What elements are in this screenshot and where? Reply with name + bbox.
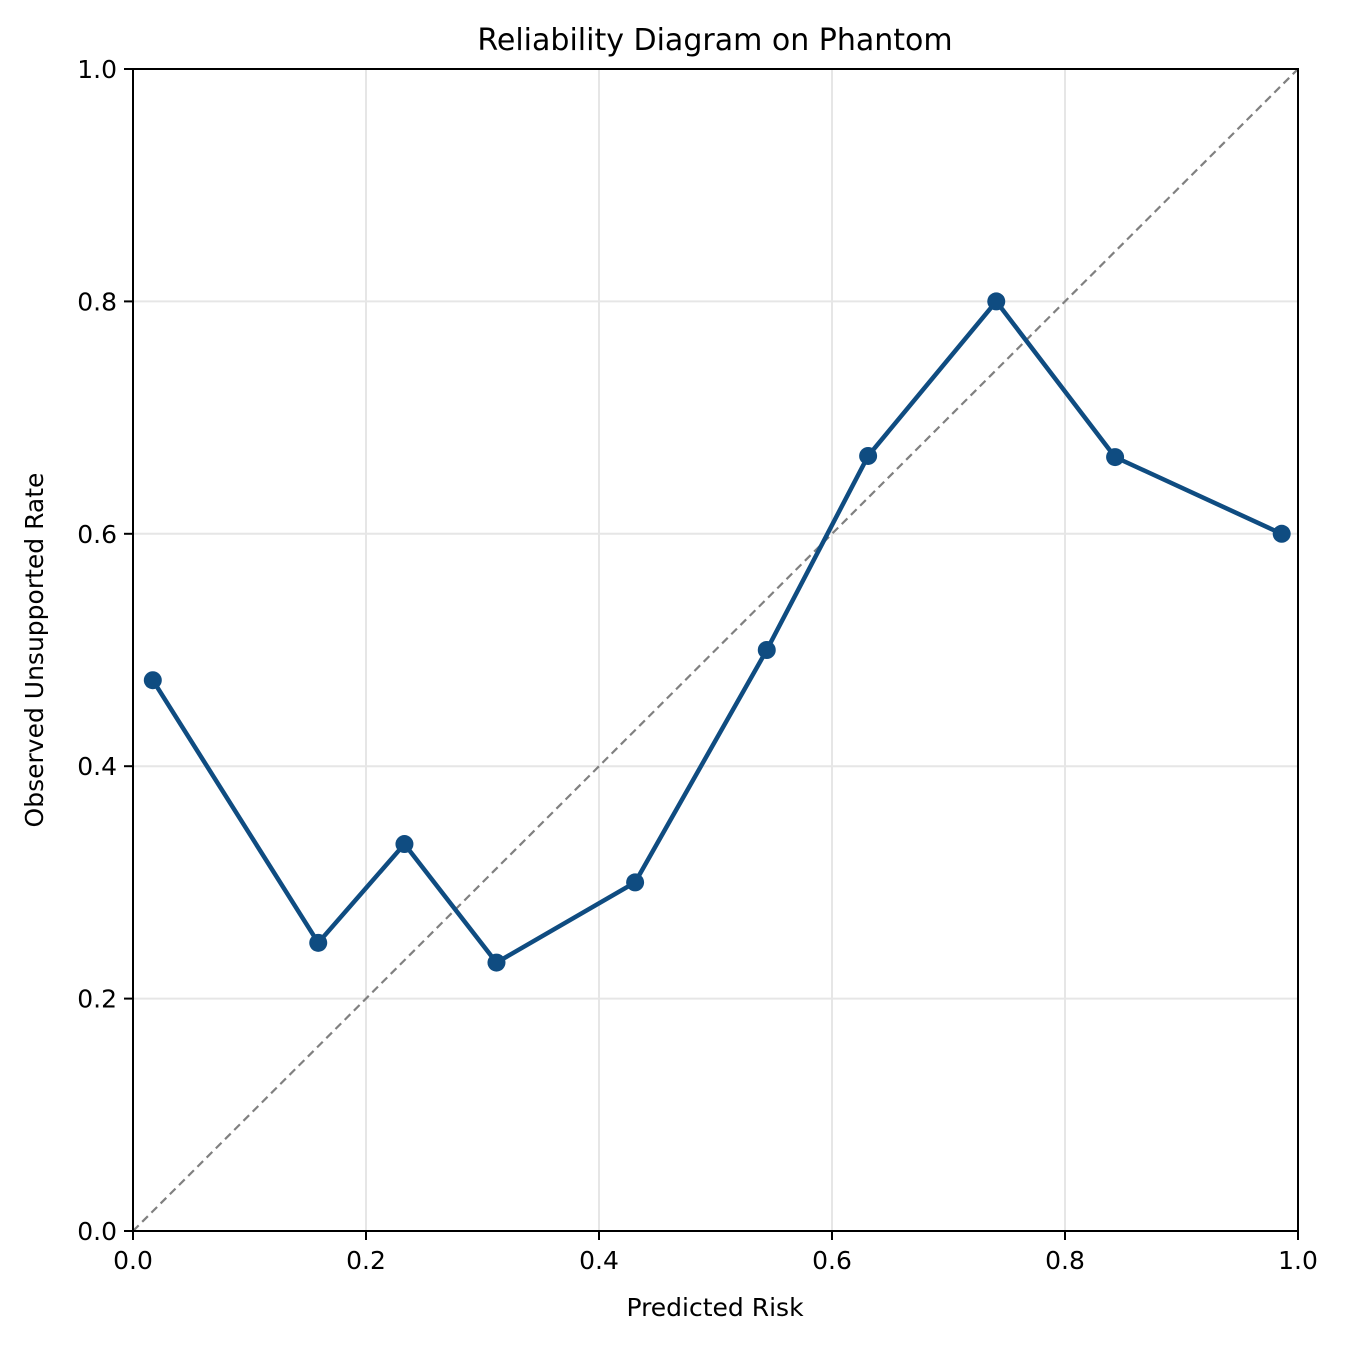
y-tick-label-3: 0.6 <box>77 520 117 549</box>
x-tick-label-3: 0.6 <box>812 1246 852 1275</box>
y-tick-label-2: 0.4 <box>77 752 117 781</box>
data-point-0 <box>143 671 162 690</box>
series-layer <box>143 292 1291 972</box>
y-tick-label-0: 0.0 <box>77 1217 117 1246</box>
x-tick-label-1: 0.2 <box>346 1246 386 1275</box>
data-point-2 <box>395 835 414 854</box>
x-tick-label-2: 0.4 <box>579 1246 619 1275</box>
y-tick-label-1: 0.2 <box>77 985 117 1014</box>
y-tick-label-4: 0.8 <box>77 287 117 316</box>
data-point-1 <box>309 933 328 952</box>
data-point-8 <box>1106 448 1125 467</box>
reference-diagonal <box>132 68 1299 1232</box>
x-axis-title: Predicted Risk <box>626 1293 804 1322</box>
data-point-9 <box>1272 524 1291 543</box>
x-tick-label-0: 0.0 <box>113 1246 153 1275</box>
series-line-0 <box>150 299 1283 965</box>
data-point-6 <box>859 446 878 465</box>
y-axis-title: Observed Unsupported Rate <box>20 473 49 828</box>
axis-ticks: 0.0 0.2 0.4 0.6 0.8 1.0 0.0 0.2 0.4 0.6 0.8 1.0 <box>77 55 1318 1275</box>
x-tick-label-5: 1.0 <box>1278 1246 1318 1275</box>
data-point-5 <box>757 641 776 659</box>
plot-frame <box>132 68 1299 1232</box>
data-point-4 <box>626 873 645 892</box>
data-point-7 <box>987 292 1006 311</box>
data-point-3 <box>487 953 506 972</box>
chart-title: Reliability Diagram on Phantom <box>477 23 952 58</box>
x-tick-label-4: 0.8 <box>1045 1246 1085 1275</box>
y-tick-label-5: 1.0 <box>77 55 117 84</box>
diagonal-reference-line <box>132 68 1299 1232</box>
